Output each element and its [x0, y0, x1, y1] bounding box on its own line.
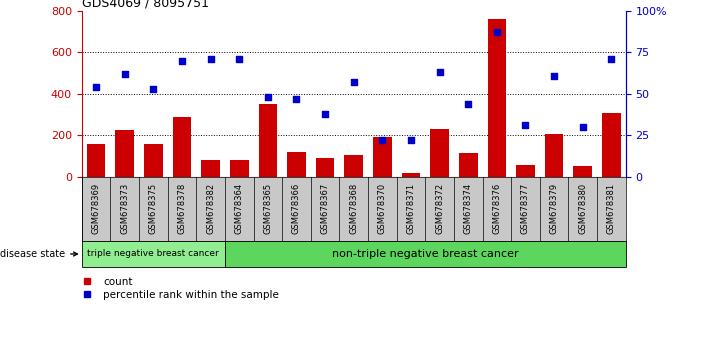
Text: GSM678365: GSM678365 — [263, 183, 272, 234]
Point — [319, 111, 331, 116]
Text: GSM678373: GSM678373 — [120, 183, 129, 234]
Bar — [87, 144, 105, 177]
Bar — [316, 158, 334, 177]
Text: GSM678377: GSM678377 — [521, 183, 530, 234]
Text: GSM678372: GSM678372 — [435, 183, 444, 234]
Point — [205, 56, 216, 62]
Point — [606, 56, 617, 62]
Text: GSM678371: GSM678371 — [407, 183, 415, 234]
Point — [463, 101, 474, 107]
Text: GSM678382: GSM678382 — [206, 183, 215, 234]
Bar — [602, 113, 621, 177]
Point — [262, 94, 274, 100]
Text: GSM678381: GSM678381 — [607, 183, 616, 234]
Text: GSM678374: GSM678374 — [464, 183, 473, 234]
Point — [148, 86, 159, 92]
Text: GSM678366: GSM678366 — [292, 183, 301, 234]
Bar — [545, 135, 563, 177]
Point — [291, 96, 302, 102]
Legend: count, percentile rank within the sample: count, percentile rank within the sample — [73, 273, 283, 304]
Text: GSM678380: GSM678380 — [578, 183, 587, 234]
Bar — [373, 137, 392, 177]
Text: GSM678370: GSM678370 — [378, 183, 387, 234]
Bar — [574, 166, 592, 177]
Bar — [115, 130, 134, 177]
Point — [434, 69, 445, 75]
Text: non-triple negative breast cancer: non-triple negative breast cancer — [332, 249, 518, 259]
Point — [233, 56, 245, 62]
Point — [377, 138, 388, 143]
Point — [176, 58, 188, 63]
Bar — [144, 144, 163, 177]
Text: GSM678376: GSM678376 — [492, 183, 501, 234]
Text: disease state: disease state — [0, 249, 77, 259]
Bar — [344, 155, 363, 177]
Text: GSM678369: GSM678369 — [92, 183, 100, 234]
Text: GDS4069 / 8095751: GDS4069 / 8095751 — [82, 0, 209, 10]
Bar — [287, 152, 306, 177]
Bar — [488, 19, 506, 177]
Text: GSM678368: GSM678368 — [349, 183, 358, 234]
Text: GSM678379: GSM678379 — [550, 183, 559, 234]
Point — [577, 124, 589, 130]
Point — [348, 79, 359, 85]
Bar — [201, 160, 220, 177]
Bar — [430, 129, 449, 177]
Text: GSM678375: GSM678375 — [149, 183, 158, 234]
Text: GSM678378: GSM678378 — [178, 183, 186, 234]
Text: GSM678367: GSM678367 — [321, 183, 330, 234]
Bar — [82, 241, 225, 267]
Bar — [402, 173, 420, 177]
Point — [405, 138, 417, 143]
Point — [548, 73, 560, 78]
Bar — [459, 153, 478, 177]
Text: triple negative breast cancer: triple negative breast cancer — [87, 250, 219, 258]
Point — [119, 71, 130, 77]
Bar — [259, 104, 277, 177]
Bar — [173, 117, 191, 177]
Bar — [230, 160, 249, 177]
Point — [491, 29, 503, 35]
Point — [90, 84, 102, 90]
Point — [520, 122, 531, 128]
Text: GSM678364: GSM678364 — [235, 183, 244, 234]
Bar — [225, 241, 626, 267]
Bar — [516, 165, 535, 177]
